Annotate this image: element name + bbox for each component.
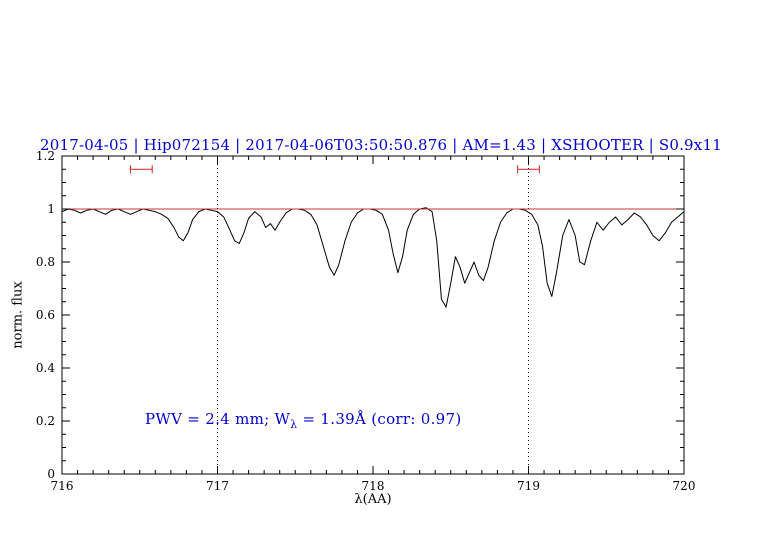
x-tick-label-719: 719 [517, 479, 540, 493]
y-tick-label-0.2: 0.2 [36, 414, 55, 428]
pwv-annotation: PWV = 2.4 mm; Wλ = 1.39Å (corr: 0.97) [145, 410, 462, 431]
y-tick-label-1: 1 [47, 202, 55, 216]
x-tick-label-718: 718 [362, 479, 385, 493]
pwv-annotation-prefix: PWV = 2.4 mm; W [145, 410, 291, 428]
range-marker-1 [129, 165, 153, 174]
x-tick-label-717: 717 [206, 479, 229, 493]
plot-title: 2017-04-05 | Hip072154 | 2017-04-06T03:5… [40, 136, 722, 154]
y-tick-label-0.8: 0.8 [36, 255, 55, 269]
y-tick-label-0.4: 0.4 [36, 361, 55, 375]
y-axis-ticks: 0 0.2 0.4 0.6 0.8 1 1.2 [36, 149, 684, 481]
x-axis-label: λ(AA) [354, 492, 392, 507]
y-axis-label: norm. flux [10, 281, 26, 349]
y-tick-label-0.6: 0.6 [36, 308, 55, 322]
y-tick-label-0: 0 [47, 467, 55, 481]
x-tick-label-716: 716 [51, 479, 74, 493]
telluric-spectrum-line [61, 207, 685, 308]
pwv-annotation-suffix: = 1.39Å (corr: 0.97) [297, 410, 462, 428]
y-tick-label-1.2: 1.2 [36, 149, 55, 163]
x-tick-label-720: 720 [673, 479, 696, 493]
x-axis-ticks: 716 717 718 719 720 [51, 156, 696, 493]
range-marker-2 [517, 165, 540, 174]
pwv-annotation-sub: λ [290, 418, 298, 431]
